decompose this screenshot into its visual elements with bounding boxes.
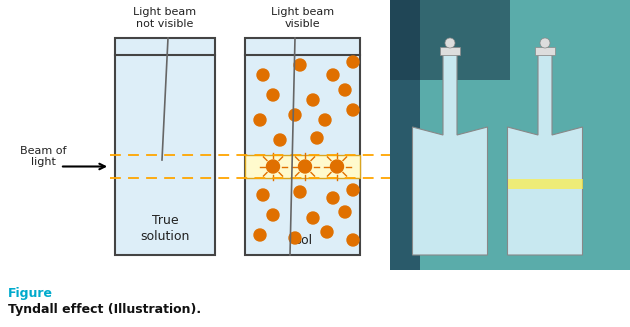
Circle shape: [327, 69, 339, 81]
Circle shape: [257, 189, 269, 201]
Text: Light beam
not visible: Light beam not visible: [134, 7, 197, 29]
Text: Tyndall effect (Illustration).: Tyndall effect (Illustration).: [8, 303, 201, 317]
Circle shape: [254, 229, 266, 241]
Bar: [115, 38, 215, 255]
Circle shape: [347, 234, 359, 246]
Circle shape: [347, 184, 359, 196]
Circle shape: [540, 38, 550, 48]
Circle shape: [321, 226, 333, 238]
Circle shape: [327, 192, 339, 204]
Circle shape: [307, 94, 319, 106]
Circle shape: [266, 160, 280, 173]
Text: Light beam
visible: Light beam visible: [271, 7, 334, 29]
Circle shape: [267, 209, 279, 221]
Circle shape: [274, 134, 286, 146]
Circle shape: [339, 206, 351, 218]
Circle shape: [347, 56, 359, 68]
Circle shape: [299, 160, 311, 173]
Circle shape: [311, 132, 323, 144]
Circle shape: [347, 104, 359, 116]
Bar: [440, 47, 460, 55]
Bar: [390, 0, 630, 270]
Bar: [245, 38, 360, 255]
Polygon shape: [413, 55, 488, 255]
Text: Beam of
light: Beam of light: [20, 146, 66, 167]
Bar: [245, 155, 360, 178]
Circle shape: [294, 59, 306, 71]
Circle shape: [254, 114, 266, 126]
Circle shape: [331, 160, 343, 173]
Text: Sol: Sol: [293, 233, 312, 247]
Circle shape: [289, 109, 301, 121]
Circle shape: [267, 89, 279, 101]
Bar: [390, 0, 510, 80]
Circle shape: [289, 232, 301, 244]
Circle shape: [319, 114, 331, 126]
Circle shape: [294, 186, 306, 198]
Text: True
solution: True solution: [140, 214, 190, 243]
Text: Figure: Figure: [8, 286, 53, 300]
Bar: [535, 47, 555, 55]
Polygon shape: [508, 55, 583, 255]
Circle shape: [307, 212, 319, 224]
Circle shape: [257, 69, 269, 81]
Bar: [390, 0, 420, 270]
Bar: [508, 175, 581, 255]
Circle shape: [339, 84, 351, 96]
Bar: [508, 179, 583, 189]
Circle shape: [445, 38, 455, 48]
